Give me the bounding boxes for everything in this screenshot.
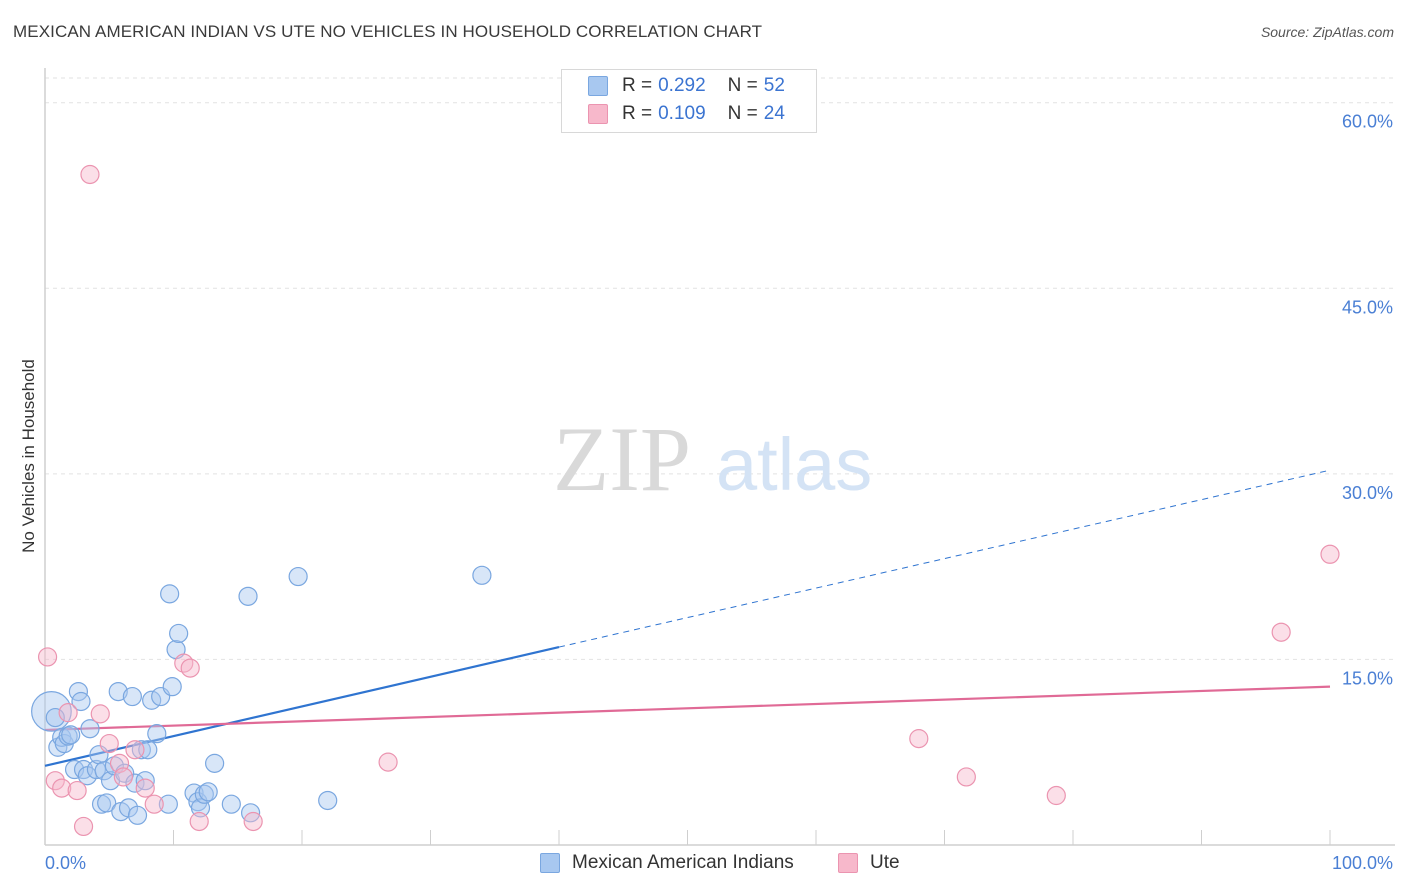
point-ute <box>1320 544 1340 564</box>
point-mexican-american-indians <box>160 584 180 604</box>
point-ute <box>52 778 72 798</box>
point-ute <box>1046 785 1066 806</box>
point-mexican-american-indians <box>71 691 91 712</box>
point-mexican-american-indians <box>80 719 100 739</box>
point-ute <box>956 767 976 787</box>
point-mexican-american-indians <box>238 586 258 606</box>
r-label: R = <box>622 103 653 124</box>
trend-lines <box>44 469 1331 767</box>
point-mexican-american-indians <box>147 724 167 744</box>
source-credit: Source: ZipAtlas.com <box>1260 24 1394 40</box>
point-mexican-american-indians <box>94 761 114 781</box>
point-ute <box>174 653 194 673</box>
y-tick-label: 45.0% <box>1342 297 1393 317</box>
stats-legend-row-blue: R = 0.292 N = 52 <box>588 73 785 99</box>
point-ute <box>99 733 119 754</box>
point-mexican-american-indians <box>221 794 241 814</box>
point-ute <box>58 703 78 723</box>
watermark-atlas: atlas <box>716 423 872 506</box>
trend-line-ute <box>44 685 1331 732</box>
point-ute <box>378 752 398 772</box>
y-tick-label: 15.0% <box>1342 668 1393 688</box>
n-value: 52 <box>763 75 785 96</box>
point-ute <box>135 778 155 798</box>
axis-labels: 15.0% 30.0% 45.0% 60.0% 0.0% 100.0% <box>45 112 1393 873</box>
watermark-zip: ZIP <box>553 408 691 510</box>
legend-label: Ute <box>870 852 900 873</box>
point-ute <box>1271 622 1291 642</box>
point-mexican-american-indians <box>131 740 151 760</box>
axes <box>44 68 1395 846</box>
legend-label: Mexican American Indians <box>572 852 794 873</box>
stats-legend-row-pink: R = 0.109 N = 24 <box>588 101 785 127</box>
point-mexican-american-indians <box>169 623 189 644</box>
point-ute <box>113 767 133 787</box>
point-mexican-american-indians <box>97 793 117 813</box>
legend-item-mexican-american-indians: Mexican American Indians <box>540 852 794 874</box>
stats-legend: R = 0.292 N = 52 R = 0.109 N = 24 <box>561 69 817 133</box>
r-label: R = <box>622 75 653 96</box>
legend-item-ute: Ute <box>838 852 900 874</box>
data-points <box>31 164 1340 837</box>
point-mexican-american-indians <box>205 753 225 773</box>
point-mexican-american-indians <box>318 790 338 811</box>
trend-line-mexican-american-indians <box>44 645 560 767</box>
point-mexican-american-indians <box>122 686 142 707</box>
point-ute <box>80 164 100 185</box>
point-ute <box>189 811 209 832</box>
point-mexican-american-indians <box>61 725 81 745</box>
legend-swatch-blue <box>540 853 560 873</box>
n-label: N = <box>727 75 758 96</box>
point-ute <box>243 811 263 832</box>
legend-swatch-pink <box>588 104 608 124</box>
legend-swatch-pink <box>838 853 858 873</box>
point-mexican-american-indians <box>158 794 178 814</box>
r-value: 0.292 <box>658 75 706 96</box>
point-ute <box>90 704 110 724</box>
point-ute <box>73 816 94 837</box>
point-mexican-american-indians <box>162 677 182 697</box>
point-ute <box>45 771 65 791</box>
x-tick-label: 0.0% <box>45 853 86 873</box>
chart-title: MEXICAN AMERICAN INDIAN VS UTE NO VEHICL… <box>13 22 763 41</box>
y-tick-label: 30.0% <box>1342 483 1393 503</box>
y-axis-title: No Vehicles in Household <box>19 359 38 553</box>
point-mexican-american-indians <box>45 707 65 728</box>
watermark: ZIP atlas <box>553 408 872 510</box>
point-mexican-american-indians <box>127 805 148 825</box>
point-mexican-american-indians <box>86 759 107 780</box>
point-ute <box>67 780 87 801</box>
r-value: 0.109 <box>658 103 706 124</box>
point-mexican-american-indians <box>472 565 492 585</box>
x-tick-label: 100.0% <box>1332 853 1393 873</box>
point-mexican-american-indians <box>108 681 128 702</box>
gridlines <box>45 77 1395 660</box>
point-ute <box>180 658 200 678</box>
point-mexican-american-indians <box>198 782 218 802</box>
point-mexican-american-indians <box>288 566 308 587</box>
legend-swatch-blue <box>588 76 608 96</box>
n-value: 24 <box>763 103 785 124</box>
y-tick-label: 60.0% <box>1342 112 1393 132</box>
point-ute <box>909 729 929 749</box>
point-ute <box>144 794 164 814</box>
point-ute <box>37 647 58 667</box>
point-mexican-american-indians <box>31 690 72 732</box>
point-ute <box>125 740 145 760</box>
n-label: N = <box>727 103 758 124</box>
point-mexican-american-indians <box>135 771 155 791</box>
